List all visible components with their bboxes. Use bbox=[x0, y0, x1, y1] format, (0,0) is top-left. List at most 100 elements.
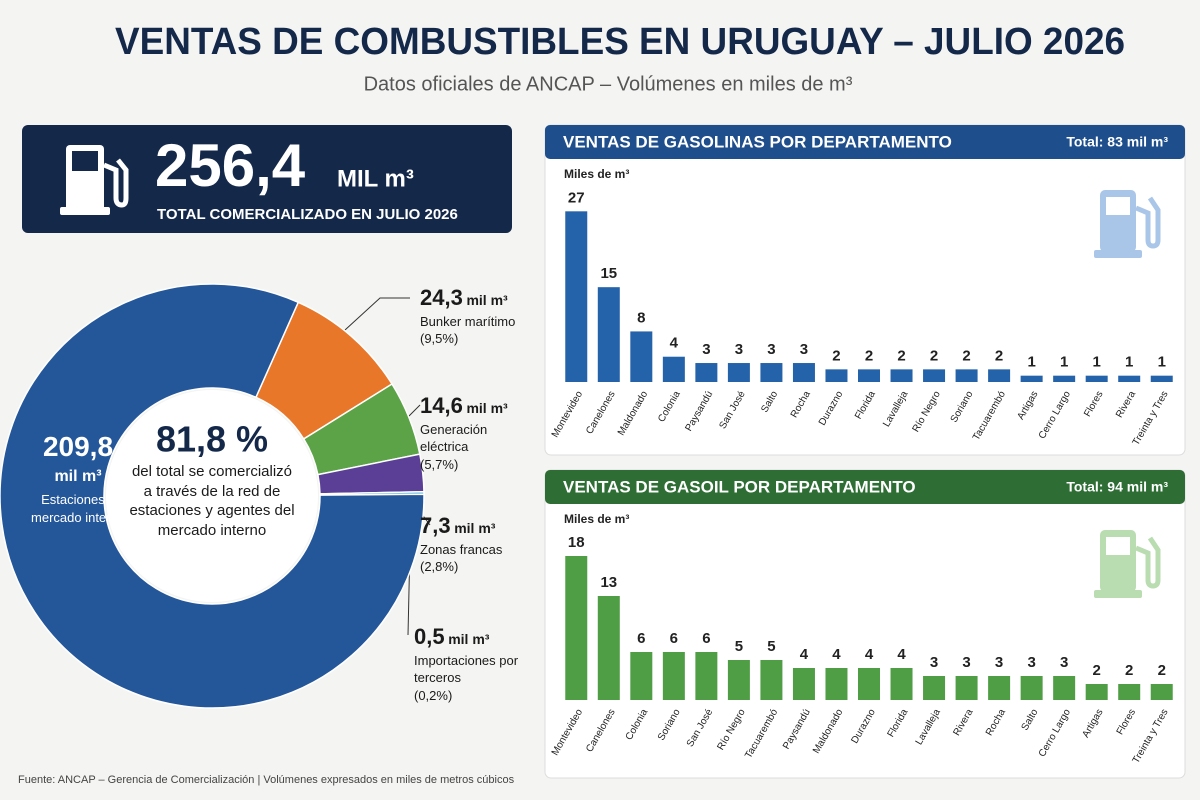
bar bbox=[695, 363, 718, 382]
slice-category: Importaciones por terceros bbox=[414, 652, 519, 686]
donut-hole bbox=[106, 390, 318, 602]
y-axis-label: Miles de m³ bbox=[564, 512, 629, 526]
bar-value-label: 1 bbox=[1027, 354, 1035, 371]
gasolinas-pump-icon bbox=[1094, 190, 1161, 258]
bar-value-label: 2 bbox=[1158, 662, 1166, 679]
bar bbox=[727, 363, 750, 382]
bar bbox=[1020, 375, 1043, 382]
panel-total: Total: 94 mil m³ bbox=[1066, 479, 1168, 495]
bar-value-label: 4 bbox=[897, 646, 906, 663]
page-title: VENTAS DE COMBUSTIBLES EN URUGUAY – JULI… bbox=[115, 21, 1125, 63]
bar-value-label: 2 bbox=[1125, 662, 1133, 679]
panel-total: Total: 83 mil m³ bbox=[1066, 134, 1168, 150]
kpi-pump-icon bbox=[60, 145, 129, 215]
bar-value-label: 6 bbox=[637, 630, 645, 647]
slice-unit: mil m³ bbox=[454, 520, 496, 536]
bar bbox=[1118, 375, 1141, 382]
slice-label-content: 0,5 mil m³ Importaciones por terceros (0,2… bbox=[414, 622, 534, 704]
panel-title: VENTAS DE GASOIL POR DEPARTAMENTO bbox=[563, 477, 916, 496]
bar bbox=[1150, 684, 1173, 700]
bar-value-label: 18 bbox=[568, 534, 585, 551]
bar bbox=[662, 356, 685, 382]
bar-value-label: 3 bbox=[930, 654, 938, 671]
donut-slice bbox=[0, 283, 425, 709]
bar-value-label: 1 bbox=[1060, 354, 1068, 371]
slice-unit: mil m³ bbox=[54, 467, 102, 485]
bar-value-label: 4 bbox=[832, 646, 841, 663]
bar-value-label: 1 bbox=[1093, 354, 1101, 371]
bar bbox=[760, 660, 783, 700]
bar-value-label: 2 bbox=[930, 347, 938, 364]
slice-label-content: 209,8 mil m³ Estaciones y mercado interno bbox=[18, 428, 138, 526]
bar bbox=[955, 676, 978, 700]
bar bbox=[565, 211, 588, 382]
bar-value-label: 6 bbox=[702, 630, 710, 647]
bar bbox=[1053, 375, 1076, 382]
slice-category: Estaciones y mercado interno bbox=[31, 492, 125, 525]
kpi-box bbox=[22, 125, 512, 233]
panel-header bbox=[545, 125, 1185, 159]
bar-value-label: 5 bbox=[735, 638, 743, 655]
bar bbox=[630, 652, 653, 700]
slice-value: 14,6 bbox=[420, 393, 463, 418]
bar-value-label: 2 bbox=[962, 347, 970, 364]
page-subtitle: Datos oficiales de ANCAP – Volúmenes en … bbox=[364, 73, 853, 95]
slice-value: 209,8 bbox=[42, 431, 114, 462]
bar-value-label: 2 bbox=[1093, 662, 1101, 679]
bar-value-label: 3 bbox=[1060, 654, 1068, 671]
slice-value-line: 7,3 mil m³ bbox=[420, 511, 530, 541]
bar-value-label: 27 bbox=[568, 189, 585, 206]
bar bbox=[955, 369, 978, 382]
bar-value-label: 4 bbox=[865, 646, 874, 663]
bar bbox=[792, 668, 815, 700]
bar-value-label: 15 bbox=[600, 265, 617, 282]
bar-value-label: 2 bbox=[897, 347, 905, 364]
slice-category: Bunker marítimo bbox=[420, 313, 516, 329]
bar-value-label: 8 bbox=[637, 309, 645, 326]
bar-value-label: 5 bbox=[767, 638, 775, 655]
slice-label-content: 24,3 mil m³ Bunker marítimo (9,5%) bbox=[420, 283, 530, 348]
center-text: del total se comercializó a través de la… bbox=[127, 462, 297, 540]
gasoil-pump-icon bbox=[1094, 530, 1161, 598]
slice-label-content: 7,3 mil m³ Zonas francas (2,8%) bbox=[420, 511, 530, 576]
slice-category: Generación eléctrica bbox=[420, 421, 488, 455]
bar-value-label: 3 bbox=[962, 654, 970, 671]
bar-value-label: 4 bbox=[800, 646, 809, 663]
bar bbox=[890, 668, 913, 700]
bar-value-label: 1 bbox=[1158, 354, 1166, 371]
bar bbox=[1118, 684, 1141, 700]
slice-unit: mil m³ bbox=[466, 400, 508, 416]
bar bbox=[923, 369, 946, 382]
kpi-unit: MIL m³ bbox=[337, 165, 414, 192]
bar bbox=[825, 369, 848, 382]
bar bbox=[825, 668, 848, 700]
slice-value: 7,3 bbox=[420, 513, 451, 538]
bar bbox=[630, 331, 653, 382]
bar bbox=[858, 369, 880, 382]
slice-value-line: 0,5 mil m³ bbox=[414, 622, 534, 652]
slice-label: 209,8 mil m³ Estaciones y mercado interno bbox=[18, 428, 138, 526]
slice-share: (5,7%) bbox=[420, 456, 459, 472]
bar-value-label: 3 bbox=[1027, 654, 1035, 671]
center-share: 81,8 % bbox=[156, 419, 268, 460]
bar bbox=[662, 652, 685, 700]
center-text-content: del total se comercializó a través de la… bbox=[127, 462, 297, 540]
bar-value-label: 4 bbox=[670, 335, 679, 352]
bar bbox=[1085, 684, 1108, 700]
bar-value-label: 2 bbox=[832, 347, 840, 364]
slice-value-line: 24,3 mil m³ bbox=[420, 283, 530, 313]
slice-value: 24,3 bbox=[420, 285, 463, 310]
bar bbox=[565, 556, 588, 700]
slice-unit: mil m³ bbox=[466, 292, 508, 308]
slice-share: (9,5%) bbox=[420, 331, 459, 347]
bar bbox=[923, 676, 946, 700]
bar bbox=[858, 668, 880, 700]
slice-label-content: 14,6 mil m³ Generación eléctrica (5,7%) bbox=[420, 391, 520, 473]
slice-value-line: 14,6 mil m³ bbox=[420, 391, 520, 421]
bar-value-label: 6 bbox=[670, 630, 678, 647]
slice-share: (0,2%) bbox=[414, 687, 453, 703]
